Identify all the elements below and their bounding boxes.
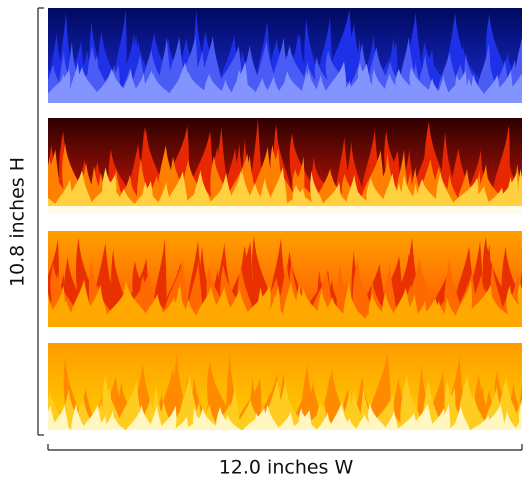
flame-panel: [48, 231, 530, 327]
flame: [471, 74, 487, 103]
flame: [523, 268, 530, 327]
flames: [48, 235, 530, 327]
flame: [517, 282, 522, 315]
flame: [507, 176, 522, 214]
flame: [150, 73, 174, 103]
flame-base: [48, 430, 522, 438]
flame: [409, 403, 433, 438]
flame: [436, 403, 451, 438]
flame: [518, 168, 522, 214]
flames: [48, 352, 522, 438]
flame: [506, 286, 522, 327]
flame: [350, 301, 369, 327]
flame-panel: [48, 343, 522, 438]
flame: [526, 240, 530, 327]
flame: [158, 405, 177, 438]
width-bracket: [47, 444, 523, 451]
flame-panel: [48, 8, 522, 103]
height-bracket: [37, 7, 44, 436]
flame: [166, 171, 188, 214]
flame: [368, 403, 389, 438]
height-label: 10.8 inches H: [7, 157, 29, 287]
flame: [518, 92, 522, 103]
flame: [236, 69, 261, 103]
flame-base: [48, 206, 522, 214]
flame: [504, 73, 522, 103]
flame: [519, 402, 522, 438]
flame: [436, 172, 455, 214]
flames: [48, 9, 522, 103]
flame: [48, 90, 51, 103]
flame-panel: [48, 118, 530, 214]
flame: [454, 405, 471, 438]
flame: [310, 170, 324, 214]
flame: [193, 170, 212, 214]
flame: [521, 422, 522, 438]
flame: [521, 317, 522, 327]
flames: [48, 118, 530, 214]
flame: [268, 167, 287, 214]
flame: [123, 280, 150, 327]
flame: [76, 66, 100, 103]
flame: [71, 403, 86, 438]
width-label: 12.0 inches W: [219, 457, 354, 479]
flame: [95, 284, 108, 327]
flame: [79, 172, 93, 214]
flame: [323, 61, 346, 103]
flame: [527, 184, 530, 214]
flame: [525, 156, 530, 214]
flame-panels: [48, 8, 530, 438]
flame: [262, 404, 281, 438]
flame: [149, 405, 163, 438]
